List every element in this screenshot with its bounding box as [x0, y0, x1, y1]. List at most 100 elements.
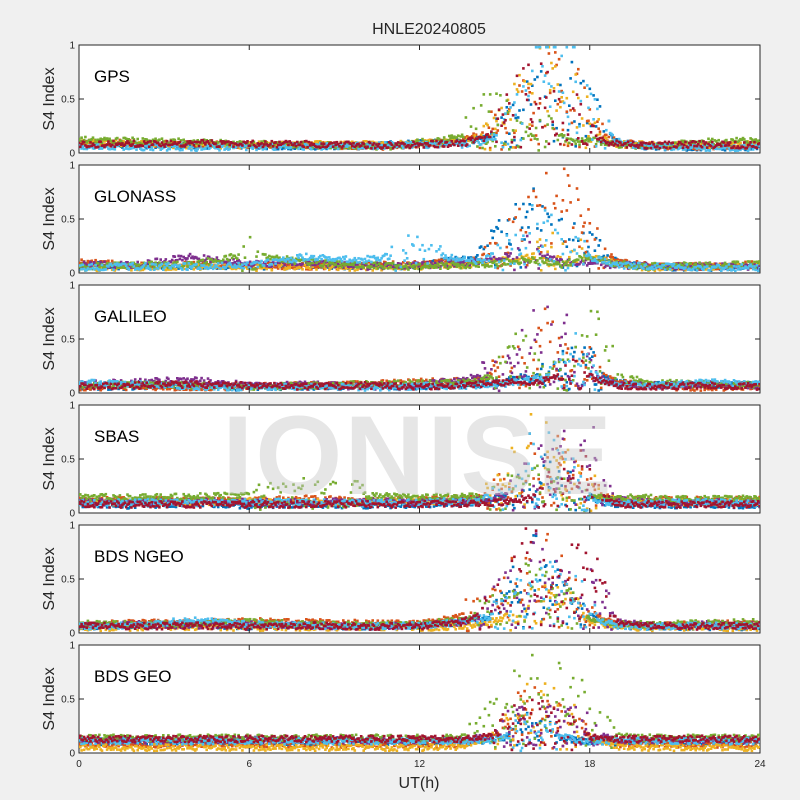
data-point — [648, 144, 652, 147]
data-point — [561, 91, 565, 94]
data-point — [585, 264, 589, 267]
data-point — [271, 145, 275, 148]
data-point — [105, 144, 109, 148]
data-point — [356, 263, 359, 266]
data-point — [215, 256, 219, 259]
data-point — [297, 147, 300, 151]
data-point — [105, 143, 109, 146]
data-point — [513, 82, 516, 86]
data-point — [746, 149, 750, 153]
data-point — [113, 148, 117, 151]
data-point — [546, 45, 549, 49]
data-point — [491, 138, 494, 141]
data-point — [575, 131, 579, 135]
data-point — [703, 146, 706, 150]
data-point — [102, 138, 105, 141]
data-point — [492, 230, 496, 233]
data-point — [679, 146, 682, 149]
data-point — [251, 147, 254, 150]
data-point — [469, 125, 473, 128]
data-point — [275, 146, 279, 149]
data-point — [481, 131, 484, 134]
data-point — [95, 141, 99, 145]
data-point — [748, 147, 751, 151]
data-point — [593, 98, 597, 101]
data-point — [624, 142, 627, 145]
data-point — [497, 257, 501, 260]
data-point — [559, 258, 562, 261]
data-point — [412, 140, 415, 143]
plot-area — [78, 164, 761, 274]
data-point — [518, 84, 521, 87]
data-point — [725, 138, 728, 142]
data-point — [396, 141, 400, 144]
data-point — [241, 145, 244, 149]
data-point — [356, 268, 359, 272]
data-point — [611, 256, 614, 259]
data-point — [598, 239, 602, 242]
data-point — [515, 93, 519, 96]
data-point — [559, 133, 562, 137]
data-point — [347, 265, 350, 268]
data-point — [145, 144, 148, 148]
data-point — [417, 265, 420, 268]
data-point — [436, 145, 440, 149]
data-point — [598, 136, 602, 140]
data-point — [605, 128, 608, 132]
data-point — [246, 146, 249, 150]
data-point — [151, 138, 155, 142]
data-point — [557, 90, 561, 93]
data-point — [257, 140, 261, 143]
data-point — [296, 263, 299, 267]
data-point — [670, 148, 673, 152]
data-point — [396, 262, 400, 265]
data-point — [505, 93, 509, 96]
data-point — [264, 140, 267, 143]
data-point — [616, 258, 620, 261]
data-point — [273, 148, 276, 151]
data-point — [316, 264, 320, 268]
data-point — [494, 138, 497, 141]
data-point — [658, 146, 662, 150]
data-point — [589, 92, 593, 96]
data-point — [679, 141, 682, 144]
data-point — [218, 149, 221, 152]
data-point — [336, 262, 340, 266]
data-point — [488, 93, 492, 96]
data-point — [446, 138, 450, 142]
data-point — [130, 147, 133, 150]
series-6 — [79, 62, 760, 150]
data-point — [176, 144, 179, 148]
data-point — [276, 267, 280, 270]
data-point — [502, 121, 506, 124]
data-point — [366, 142, 369, 146]
data-point — [714, 140, 718, 143]
data-point — [662, 145, 666, 149]
data-point — [492, 133, 496, 136]
data-point — [566, 174, 570, 177]
data-point — [587, 135, 590, 138]
data-point — [192, 268, 196, 271]
data-point — [403, 143, 406, 146]
data-point — [513, 135, 516, 139]
data-point — [463, 139, 466, 143]
data-point — [728, 149, 732, 152]
data-point — [79, 145, 82, 149]
data-point — [570, 261, 574, 264]
data-point — [602, 130, 606, 133]
data-point — [543, 206, 547, 210]
data-point — [402, 146, 405, 150]
data-point — [588, 87, 592, 91]
data-point — [395, 143, 399, 147]
data-point — [536, 138, 539, 141]
data-point — [644, 141, 648, 145]
data-point — [82, 141, 86, 144]
data-point — [556, 102, 560, 106]
data-point — [236, 141, 239, 144]
data-point — [649, 146, 653, 150]
data-point — [708, 146, 712, 150]
data-point — [307, 260, 311, 264]
data-point — [690, 146, 694, 149]
y-tick-label: 0.5 — [61, 95, 75, 106]
